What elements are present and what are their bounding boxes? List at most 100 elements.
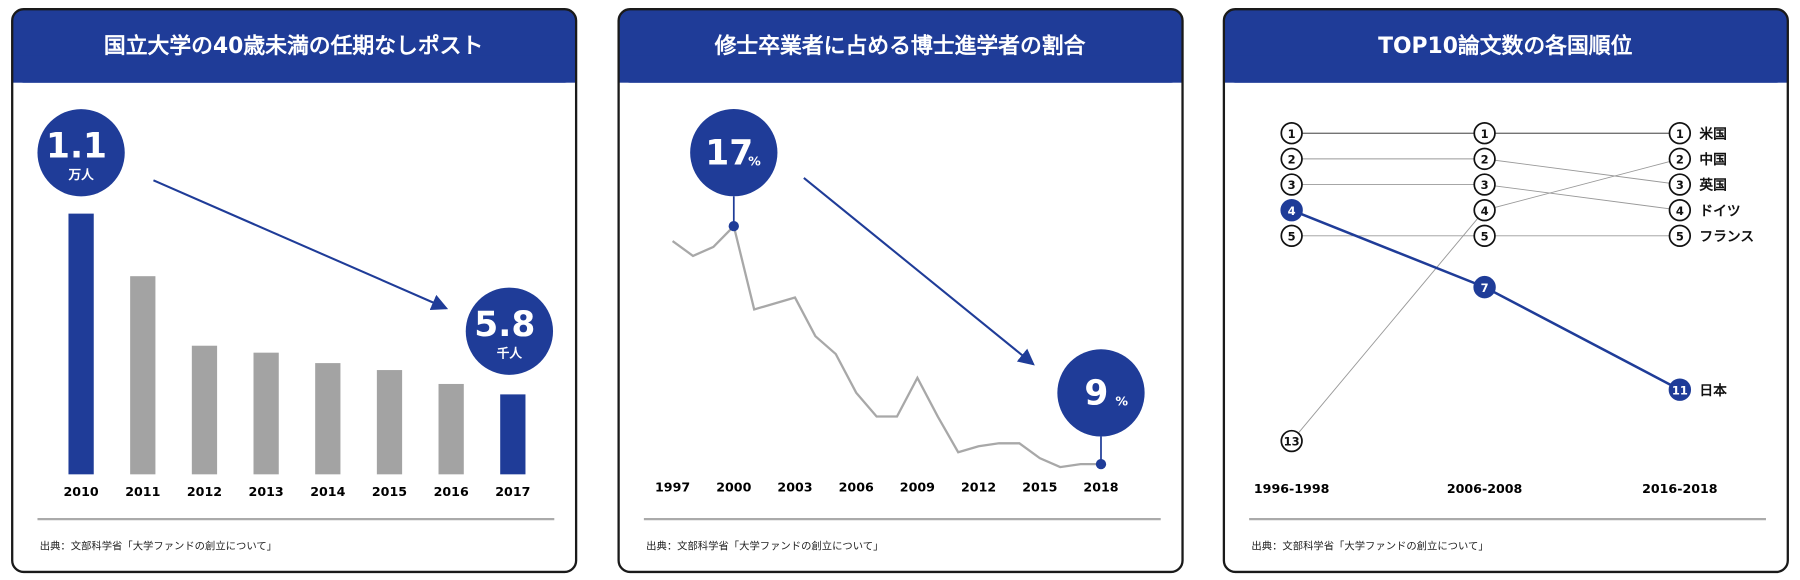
bar xyxy=(315,363,341,475)
rank-label: 4 xyxy=(1481,204,1489,218)
bar xyxy=(376,370,403,475)
panel-title: 修士卒業者に占める博士進学者の割合 xyxy=(714,33,1086,59)
callout-unit: % xyxy=(748,153,761,168)
rank-marker xyxy=(1473,198,1496,222)
panel: 国立大学の40歳未満の任期なしポスト出典：文部科学省「大学ファンドの創立について… xyxy=(11,8,578,574)
panel-border xyxy=(1222,8,1789,574)
highlight-point xyxy=(728,220,739,232)
rank-label: 5 xyxy=(1288,229,1296,243)
x-tick-label: 2009 xyxy=(900,480,935,495)
rank-label: 1 xyxy=(1676,127,1684,141)
rank-marker xyxy=(1473,147,1496,171)
x-tick-label: 2011 xyxy=(125,484,160,499)
rank-label: 2 xyxy=(1481,153,1489,167)
panel-border xyxy=(11,8,578,574)
series-name: 英国 xyxy=(1698,177,1727,194)
x-tick-label: 2010 xyxy=(64,484,99,499)
x-tick-label: 1997 xyxy=(655,480,690,495)
x-tick-label: 2003 xyxy=(777,480,812,495)
series-name: ドイツ xyxy=(1699,203,1740,219)
bar xyxy=(500,394,526,475)
source-note: 出典：文部科学省「大学ファンドの創立について」 xyxy=(40,540,277,553)
rank-marker xyxy=(1668,224,1692,248)
panel-header-fill xyxy=(1223,55,1788,83)
bar xyxy=(68,213,94,475)
panel-border xyxy=(617,8,1184,574)
x-tick-label: 2016-2018 xyxy=(1642,481,1718,496)
callout-value: 1.1 xyxy=(46,127,107,167)
bar xyxy=(253,352,279,475)
x-tick-label: 1996-1998 xyxy=(1254,481,1330,496)
rank-marker xyxy=(1280,173,1303,196)
rank-label: 11 xyxy=(1672,383,1688,397)
panel-header-fill xyxy=(12,55,577,83)
x-tick-label: 2018 xyxy=(1083,480,1118,495)
panel-title: 国立大学の40歳未満の任期なしポスト xyxy=(104,33,483,59)
x-tick-label: 2012 xyxy=(187,484,222,499)
rank-label: 13 xyxy=(1284,435,1300,449)
panel: 修士卒業者に占める博士進学者の割合出典：文部科学省「大学ファンドの創立について」… xyxy=(617,8,1184,574)
bar xyxy=(191,345,218,475)
rank-label: 5 xyxy=(1481,229,1489,243)
callout-value: 17 xyxy=(705,133,753,173)
callout-bubble xyxy=(1057,349,1145,437)
rank-label: 7 xyxy=(1481,281,1489,295)
series-name: 中国 xyxy=(1699,151,1727,168)
bar xyxy=(130,276,156,475)
callout-bubble xyxy=(465,287,554,375)
x-tick-label: 2000 xyxy=(716,480,751,495)
series-name: 米国 xyxy=(1699,125,1727,142)
rank-label: 3 xyxy=(1481,178,1489,192)
trend-arrow xyxy=(153,179,449,311)
rank-marker xyxy=(1280,122,1303,145)
rank-marker xyxy=(1668,147,1692,171)
rank-marker xyxy=(1473,122,1496,145)
data-line xyxy=(671,223,1101,469)
rank-marker xyxy=(1668,173,1692,196)
rank-label: 4 xyxy=(1288,204,1296,218)
rank-marker xyxy=(1280,198,1303,222)
x-tick-label: 2006-2008 xyxy=(1447,481,1523,496)
x-tick-label: 2015 xyxy=(1022,480,1057,495)
series-name: 日本 xyxy=(1699,382,1727,399)
rank-marker xyxy=(1668,378,1692,401)
series-name: フランス xyxy=(1699,229,1754,245)
highlight-point xyxy=(1095,458,1107,470)
rank-label: 3 xyxy=(1676,178,1684,192)
x-tick-label: 2016 xyxy=(434,484,469,499)
trend-arrow xyxy=(803,177,1035,366)
source-note: 出典：文部科学省「大学ファンドの創立について」 xyxy=(646,540,883,553)
rank-label: 2 xyxy=(1288,153,1296,167)
callout-unit: % xyxy=(1115,394,1128,409)
rank-marker xyxy=(1473,275,1496,299)
source-note: 出典：文部科学省「大学ファンドの創立について」 xyxy=(1251,540,1488,553)
rank-marker xyxy=(1280,429,1303,453)
x-tick-label: 2013 xyxy=(249,484,284,499)
rank-marker xyxy=(1668,198,1692,222)
rank-marker xyxy=(1280,147,1303,171)
rank-marker xyxy=(1280,224,1303,248)
rank-label: 2 xyxy=(1676,153,1684,167)
rank-marker xyxy=(1473,173,1496,196)
rank-label: 3 xyxy=(1288,178,1296,192)
rank-marker xyxy=(1668,122,1692,145)
x-tick-label: 2006 xyxy=(839,480,874,495)
rank-label: 5 xyxy=(1676,229,1684,243)
callout-value: 9 xyxy=(1084,374,1108,414)
x-tick-label: 2017 xyxy=(495,484,530,499)
x-tick-label: 2014 xyxy=(310,484,345,499)
callout-bubble xyxy=(690,108,778,197)
callout-unit: 千人 xyxy=(497,346,523,361)
rank-marker xyxy=(1473,224,1496,248)
panel-title: TOP10論文数の各国順位 xyxy=(1378,33,1632,59)
panel-header-fill xyxy=(618,55,1183,83)
callout-value: 5.8 xyxy=(474,305,535,345)
callout-bubble xyxy=(37,109,125,197)
rank-label: 4 xyxy=(1676,204,1684,218)
rank-label: 1 xyxy=(1288,127,1296,141)
x-tick-label: 2012 xyxy=(961,480,996,495)
rank-label: 1 xyxy=(1481,127,1489,141)
bar xyxy=(438,383,464,475)
